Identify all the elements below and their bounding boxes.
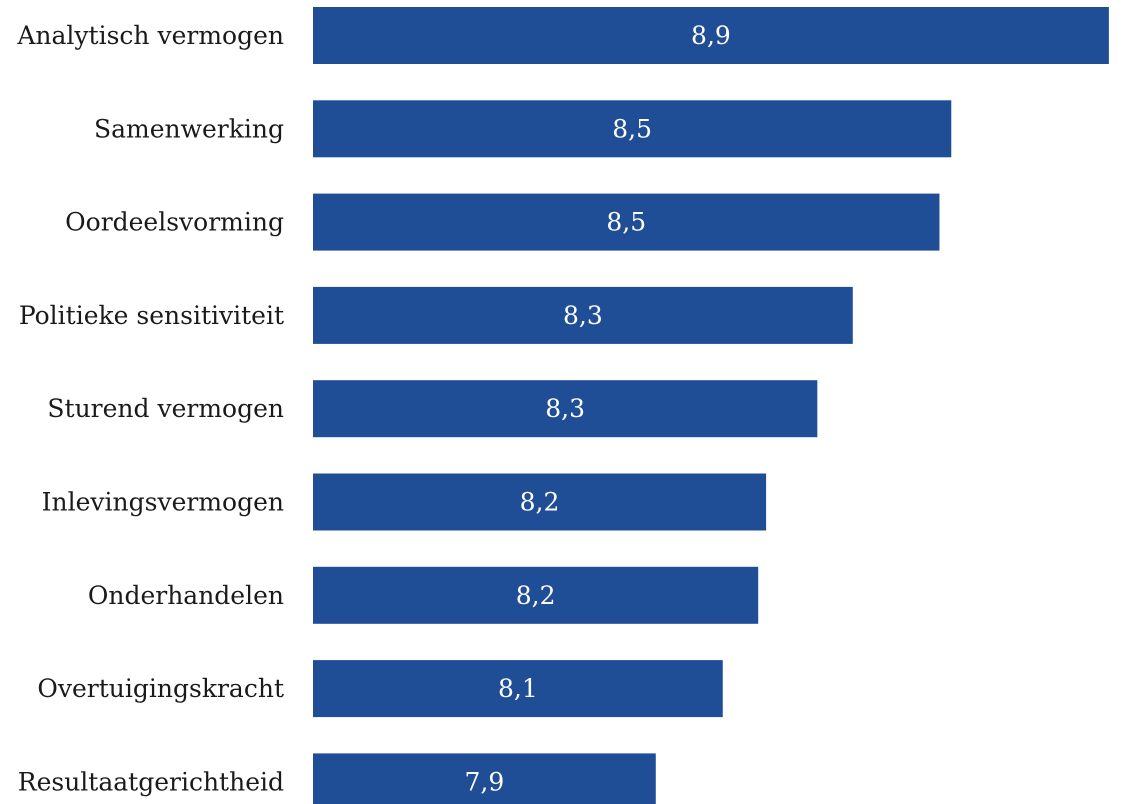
value-label: 8,9 xyxy=(691,21,731,50)
category-labels-group: Analytisch vermogen Samenwerking Oordeelsv… xyxy=(16,21,284,796)
bar xyxy=(313,286,853,344)
category-label: Overtuigingskracht xyxy=(37,674,284,703)
bar xyxy=(313,753,656,804)
bar xyxy=(313,100,952,158)
category-label: Onderhandelen xyxy=(88,581,284,610)
value-labels-group: 8,9 8,5 8,5 8,3 8,3 8,2 8,2 8,1 7,9 xyxy=(465,21,731,796)
category-label: Inlevingsvermogen xyxy=(42,488,284,517)
category-label: Sturend vermogen xyxy=(47,394,284,423)
value-label: 8,5 xyxy=(612,114,652,143)
bar xyxy=(313,7,1109,64)
category-label: Analytisch vermogen xyxy=(16,21,284,50)
value-label: 8,1 xyxy=(498,674,538,703)
bar xyxy=(313,566,759,624)
value-label: 8,5 xyxy=(606,208,646,237)
category-label: Samenwerking xyxy=(94,114,284,143)
bar xyxy=(313,660,723,718)
bars-group xyxy=(313,7,1109,804)
value-label: 8,2 xyxy=(516,581,556,610)
value-label: 8,3 xyxy=(545,394,585,423)
bar xyxy=(313,473,767,531)
value-label: 8,2 xyxy=(520,488,560,517)
value-label: 7,9 xyxy=(465,767,505,796)
bar xyxy=(313,193,940,251)
value-label: 8,3 xyxy=(563,301,603,330)
bar xyxy=(313,380,818,438)
category-label: Oordeelsvorming xyxy=(65,208,284,237)
category-label: Politieke sensitiviteit xyxy=(19,301,284,330)
category-label: Resultaatgerichtheid xyxy=(18,767,284,796)
